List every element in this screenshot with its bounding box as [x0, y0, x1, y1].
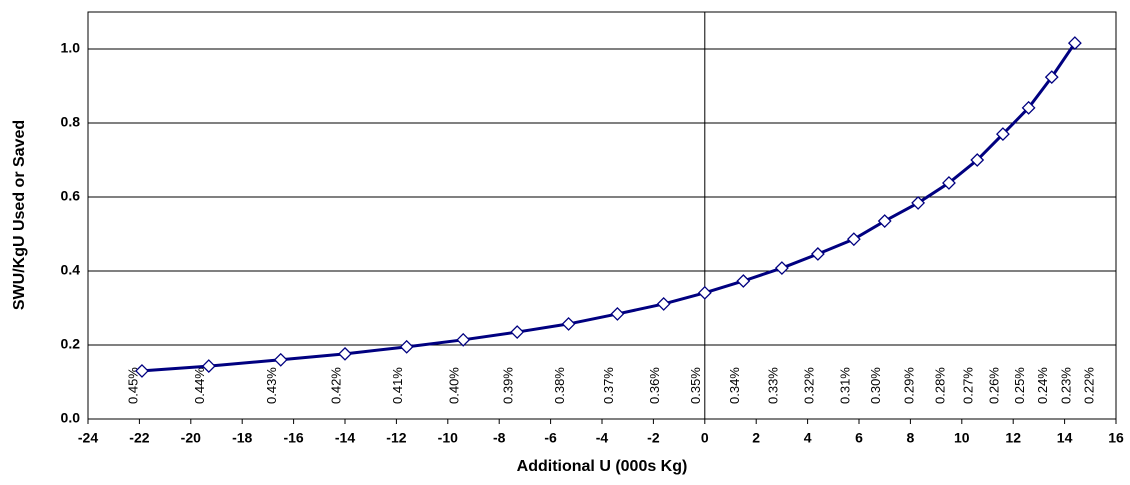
plot-area: [87, 11, 1117, 420]
x-tick-label: 12: [1005, 430, 1021, 446]
y-tick-label: 0.8: [61, 114, 81, 130]
annotation: 0.23%: [1058, 367, 1073, 404]
marker: [135, 363, 149, 378]
x-tick-label: 6: [855, 430, 863, 446]
annotation: 0.34%: [727, 367, 742, 404]
marker: [1067, 36, 1082, 50]
marker: [1044, 70, 1059, 85]
marker: [996, 127, 1010, 142]
annotation: 0.40%: [447, 367, 462, 404]
x-tick-label: 2: [752, 430, 760, 446]
marker: [273, 352, 288, 367]
annotation: 0.31%: [837, 367, 852, 404]
annotation: 0.38%: [552, 367, 567, 404]
marker: [338, 346, 352, 361]
x-axis-title: Additional U (000s Kg): [517, 458, 688, 475]
marker: [846, 232, 861, 247]
annotation: 0.35%: [688, 367, 703, 404]
x-tick-label: 10: [954, 430, 970, 446]
marker: [201, 359, 216, 374]
x-tick-label: -22: [129, 430, 149, 446]
annotation: 0.29%: [902, 367, 917, 404]
marker: [810, 247, 825, 261]
x-tick-label: -8: [493, 430, 506, 446]
y-tick-label: 0.2: [61, 336, 81, 352]
y-tick-label: 0.0: [61, 410, 81, 426]
annotation: 0.41%: [390, 367, 405, 404]
annotation: 0.28%: [932, 367, 947, 404]
y-axis-title: SWU/KgU Used or Saved: [11, 120, 28, 310]
annotation: 0.42%: [328, 367, 343, 404]
annotation: 0.22%: [1081, 367, 1096, 404]
annotation: 0.25%: [1012, 367, 1027, 404]
x-tick-label: 8: [907, 430, 915, 446]
marker: [877, 214, 892, 228]
marker: [399, 339, 414, 354]
x-tick-label: -16: [283, 430, 303, 446]
marker: [970, 153, 985, 167]
annotation: 0.24%: [1035, 367, 1050, 404]
annotation: 0.43%: [264, 367, 279, 404]
annotation: 0.39%: [501, 367, 516, 404]
marker: [456, 332, 471, 347]
y-tick-label: 0.4: [61, 262, 81, 278]
x-tick-label: 14: [1057, 430, 1073, 446]
annotation: 0.30%: [868, 367, 883, 404]
annotation: 0.26%: [986, 367, 1001, 404]
marker: [610, 307, 625, 321]
x-tick-label: -24: [78, 430, 98, 446]
x-tick-label: -2: [647, 430, 660, 446]
marker: [911, 196, 926, 210]
x-tick-label: -12: [386, 430, 406, 446]
x-tick-label: -20: [181, 430, 201, 446]
annotation: 0.36%: [647, 367, 662, 404]
annotation: 0.44%: [192, 367, 207, 404]
annotation: 0.32%: [801, 367, 816, 404]
annotation: 0.27%: [961, 367, 976, 404]
marker: [1021, 100, 1036, 115]
marker: [561, 316, 576, 331]
marker: [656, 297, 671, 311]
marker: [697, 285, 712, 300]
x-tick-label: -18: [232, 430, 252, 446]
x-tick-label: -4: [596, 430, 609, 446]
x-tick-label: -14: [335, 430, 355, 446]
annotation: 0.45%: [125, 367, 140, 404]
marker: [736, 274, 751, 288]
x-tick-label: -10: [438, 430, 458, 446]
x-tick-label: 16: [1108, 430, 1124, 446]
marker: [774, 261, 789, 275]
y-tick-label: 0.6: [61, 188, 81, 204]
x-tick-label: 4: [804, 430, 812, 446]
annotation: 0.37%: [601, 367, 616, 404]
marker: [942, 176, 956, 190]
annotation: 0.33%: [765, 367, 780, 404]
x-tick-label: 0: [701, 430, 709, 446]
marker: [510, 325, 525, 339]
y-tick-label: 1.0: [61, 40, 81, 56]
x-tick-label: -6: [544, 430, 557, 446]
